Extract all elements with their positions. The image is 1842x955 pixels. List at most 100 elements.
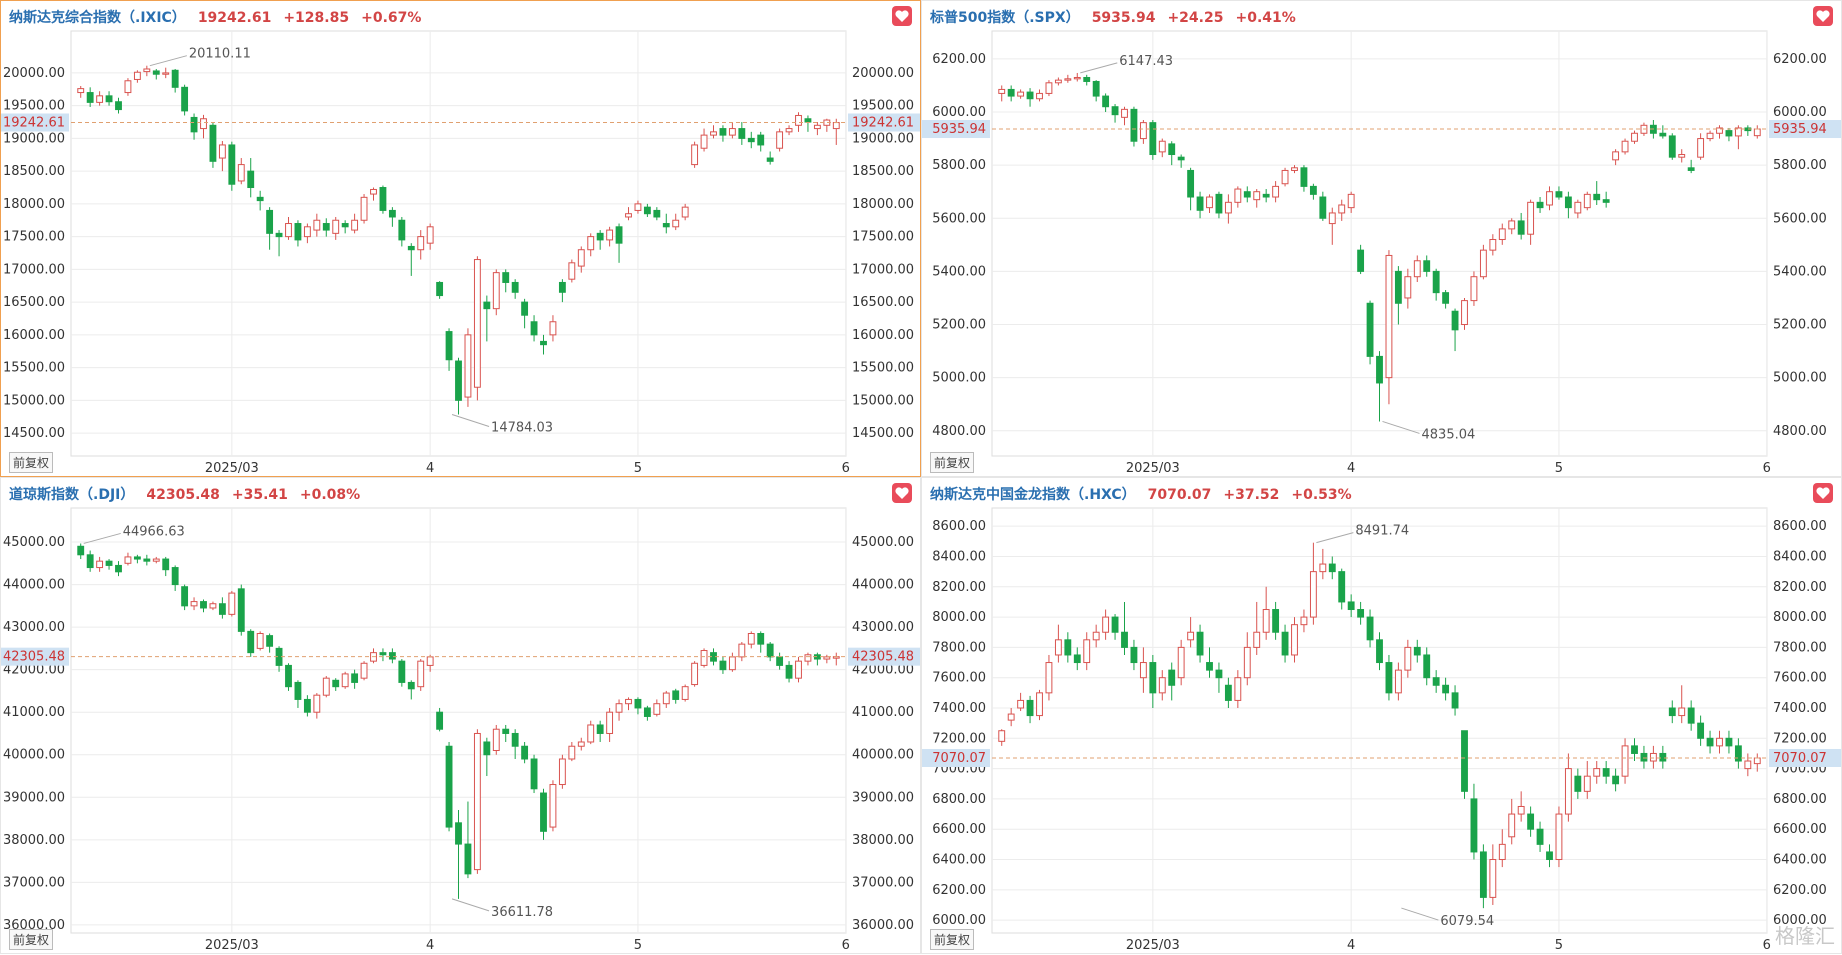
x-tick-label: 4 [426, 461, 434, 476]
index-name[interactable]: 纳斯达克中国金龙指数（.HXC） [930, 487, 1136, 503]
candlestick-chart[interactable]: 20000.00 20000.00 19500.00 19500.00 19000.00… [1, 1, 922, 478]
candle-body [1659, 132, 1667, 137]
candle-body [1631, 132, 1638, 142]
index-name[interactable]: 纳斯达克综合指数（.IXIC） [9, 10, 186, 26]
candle-body [1121, 108, 1128, 118]
candlestick-chart[interactable]: 8600.00 8600.00 8400.00 8400.00 8200.00 8200.… [922, 478, 1842, 955]
candle-body [266, 635, 274, 647]
candle-body [341, 673, 349, 688]
favorite-heart-icon[interactable] [892, 6, 912, 26]
y-tick-label-right: 17500.00 [852, 230, 914, 245]
y-tick-label-left: 39000.00 [3, 790, 65, 805]
y-tick-label-left: 18000.00 [3, 197, 65, 212]
y-tick-label-left: 41000.00 [3, 705, 65, 720]
candle-body [303, 698, 311, 713]
candle-body [662, 692, 670, 705]
panel-header: 纳斯达克综合指数（.IXIC） 19242.61 +128.85 +0.67% [9, 7, 433, 26]
candle-body [1404, 276, 1412, 299]
y-tick-label-left: 5000.00 [932, 371, 986, 386]
candle-body [1593, 193, 1601, 201]
high-annotation-leader [83, 532, 121, 544]
candle-body [1376, 355, 1383, 384]
candle-body [1498, 228, 1506, 241]
y-tick-label-left: 6400.00 [932, 853, 986, 868]
candle-body [322, 677, 330, 696]
candle-body [558, 281, 566, 293]
favorite-heart-icon[interactable] [1813, 483, 1833, 503]
y-tick-label-left: 6200.00 [932, 52, 986, 67]
favorite-heart-icon[interactable] [1813, 6, 1833, 26]
candle-body [1017, 699, 1025, 709]
index-name[interactable]: 标普500指数（.SPX） [930, 10, 1080, 26]
candle-body [615, 226, 623, 244]
y-tick-label-right: 7400.00 [1773, 701, 1827, 716]
favorite-heart-icon[interactable] [892, 483, 912, 503]
candle-body [1017, 91, 1025, 97]
candle-body [1357, 609, 1365, 618]
candlestick-chart[interactable]: 6200.00 6200.00 6000.00 6000.00 5800.00 5800.… [922, 1, 1842, 478]
y-tick-label-left: 6000.00 [932, 105, 986, 120]
candle-body [1479, 851, 1487, 898]
y-tick-label-left: 16500.00 [3, 295, 65, 310]
chart-panel-hxc[interactable]: 纳斯达克中国金龙指数（.HXC） 7070.07 +37.52 +0.53% 8600… [921, 477, 1842, 954]
candle-body [1621, 140, 1629, 153]
candle-body [1328, 563, 1336, 573]
last-price-label-right: 7070.07 [1773, 751, 1827, 766]
candle-body [171, 567, 179, 586]
candle-body [1036, 92, 1043, 100]
low-annotation: 6079.54 [1440, 914, 1494, 929]
candle-body [426, 656, 434, 666]
y-tick-label-right: 37000.00 [852, 875, 914, 890]
chart-panel-dji[interactable]: 道琼斯指数（.DJI） 42305.48 +35.41 +0.08% 45000.00… [0, 477, 921, 954]
last-price-tag-right [848, 647, 920, 666]
candle-body [464, 334, 472, 398]
candle-body [1243, 646, 1251, 679]
candle-body [1536, 201, 1544, 209]
candle-body [86, 554, 94, 569]
adjustment-toggle[interactable]: 前复权 [9, 452, 54, 473]
candle-body [162, 72, 170, 75]
chart-panel-ixic[interactable]: 纳斯达克综合指数（.IXIC） 19242.61 +128.85 +0.67% 200… [0, 0, 921, 477]
y-tick-label-left: 8400.00 [932, 549, 986, 564]
chart-panel-spx[interactable]: 标普500指数（.SPX） 5935.94 +24.25 +0.41% 6200.00… [921, 0, 1842, 477]
y-tick-label-right: 5200.00 [1773, 318, 1827, 333]
y-tick-label-right: 38000.00 [852, 833, 914, 848]
candle-body [115, 564, 122, 573]
candle-body [502, 728, 510, 734]
adjustment-toggle[interactable]: 前复权 [9, 929, 54, 950]
y-tick-label-left: 6200.00 [932, 883, 986, 898]
candle-body [143, 68, 151, 73]
candle-body [1442, 292, 1450, 304]
candle-body [124, 80, 132, 94]
candle-body [1177, 156, 1185, 161]
candle-body [1744, 760, 1752, 770]
candle-body [1649, 752, 1657, 762]
adjustment-toggle[interactable]: 前复权 [930, 452, 975, 473]
candle-body [1734, 745, 1742, 762]
candle-body [1083, 639, 1091, 664]
candle-body [379, 652, 387, 656]
candle-body [540, 340, 547, 346]
candle-body [351, 673, 359, 683]
low-annotation: 14784.03 [491, 420, 553, 435]
candle-body [1253, 191, 1261, 201]
candle-body [521, 745, 529, 760]
adjustment-toggle[interactable]: 前复权 [930, 929, 975, 950]
low-annotation-leader [1401, 907, 1439, 921]
candle-body [1262, 193, 1270, 198]
y-tick-label-right: 40000.00 [852, 748, 914, 763]
y-tick-label-left: 5200.00 [932, 318, 986, 333]
x-tick-label: 6 [842, 461, 850, 476]
x-tick-label: 2025/03 [205, 461, 259, 476]
y-tick-label-right: 44000.00 [852, 578, 914, 593]
candle-body [1394, 270, 1402, 304]
y-tick-label-left: 7400.00 [932, 701, 986, 716]
candlestick-chart[interactable]: 45000.00 45000.00 44000.00 44000.00 43000.00… [1, 478, 922, 955]
candle-body [285, 223, 292, 238]
candle-body [1432, 677, 1440, 686]
x-tick-label: 4 [1347, 938, 1355, 953]
y-tick-label-right: 5400.00 [1773, 264, 1827, 279]
index-name[interactable]: 道琼斯指数（.DJI） [9, 487, 135, 503]
y-tick-label-left: 16000.00 [3, 328, 65, 343]
